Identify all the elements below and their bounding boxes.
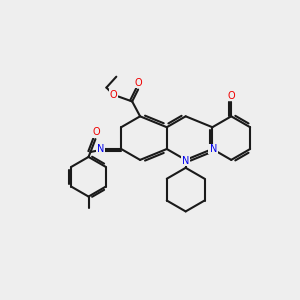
- Text: N: N: [182, 156, 189, 166]
- Text: O: O: [227, 91, 235, 100]
- Text: N: N: [210, 144, 217, 154]
- Text: N: N: [209, 144, 216, 154]
- Text: O: O: [110, 89, 117, 100]
- Text: O: O: [93, 127, 100, 137]
- Text: O: O: [134, 78, 142, 88]
- Text: N: N: [97, 144, 104, 154]
